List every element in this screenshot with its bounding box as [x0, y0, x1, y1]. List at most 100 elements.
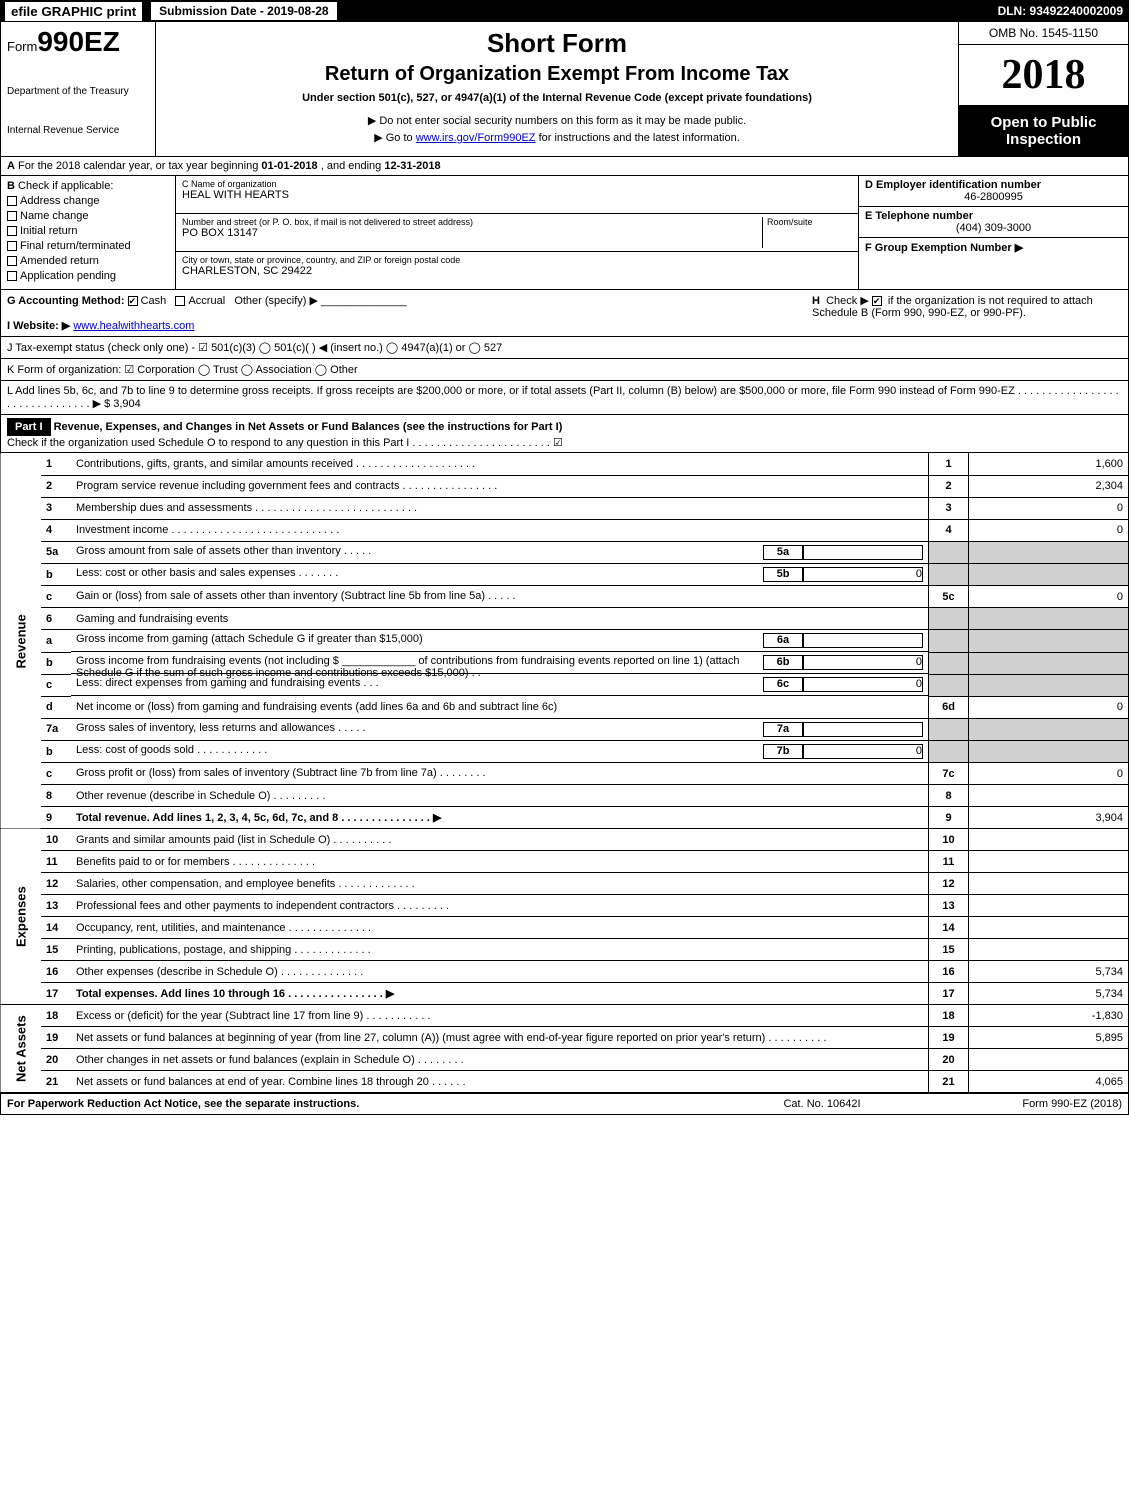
line-10-val: [969, 829, 1129, 851]
line-12-num: 12: [41, 873, 71, 895]
chk-address-change[interactable]: Address change: [7, 195, 169, 207]
chk-accrual[interactable]: [175, 296, 185, 306]
line-5c-num: c: [41, 586, 71, 608]
line-14-desc: Occupancy, rent, utilities, and maintena…: [71, 917, 929, 939]
table-row: 17Total expenses. Add lines 10 through 1…: [1, 983, 1129, 1005]
irs-label: Internal Revenue Service: [7, 125, 149, 136]
table-row: 19Net assets or fund balances at beginni…: [1, 1027, 1129, 1049]
submission-date: Submission Date - 2019-08-28: [151, 2, 336, 20]
table-row: b Gross income from fundraising events (…: [1, 652, 1129, 674]
line-5a-desc: Gross amount from sale of assets other t…: [76, 545, 763, 560]
expenses-side-label: Expenses: [1, 829, 42, 1005]
paperwork-notice: For Paperwork Reduction Act Notice, see …: [7, 1098, 722, 1110]
line-l-text: L Add lines 5b, 6c, and 7b to line 9 to …: [7, 385, 1119, 410]
line-6d-desc: Net income or (loss) from gaming and fun…: [71, 696, 929, 718]
chk-schedule-b[interactable]: [872, 296, 882, 306]
cat-no: Cat. No. 10642I: [722, 1098, 922, 1110]
chk-application-pending[interactable]: Application pending: [7, 270, 169, 282]
line-13-val: [969, 895, 1129, 917]
table-row: 9 Total revenue. Add lines 1, 2, 3, 4, 5…: [1, 807, 1129, 829]
chk-final-return-label: Final return/terminated: [20, 240, 131, 252]
line-7b-ln-grey: [929, 741, 969, 763]
col-b: B Check if applicable: Address change Na…: [1, 176, 176, 289]
section-bcdef: B Check if applicable: Address change Na…: [0, 176, 1129, 290]
group-exempt-cell: F Group Exemption Number ▶: [859, 238, 1128, 257]
chk-initial-return[interactable]: Initial return: [7, 225, 169, 237]
department-treasury: Department of the Treasury: [7, 86, 149, 97]
chk-cash[interactable]: [128, 296, 138, 306]
col-def: D Employer identification number 46-2800…: [858, 176, 1128, 289]
tax-year: 2018: [959, 45, 1128, 106]
line-5b-ln-grey: [929, 564, 969, 586]
line-6-ln-grey: [929, 608, 969, 630]
line-6a-sv: [803, 633, 923, 648]
line-6-desc: Gaming and fundraising events: [71, 608, 929, 630]
table-row: 3 Membership dues and assessments . . . …: [1, 497, 1129, 519]
line-15-ln: 15: [929, 939, 969, 961]
line-20-val: [969, 1049, 1129, 1071]
line-16-num: 16: [41, 961, 71, 983]
phone-value: (404) 309-3000: [865, 222, 1122, 234]
tax-year-begin: 01-01-2018: [261, 160, 317, 172]
city-label: City or town, state or province, country…: [182, 255, 852, 265]
table-row: b Less: cost or other basis and sales ex…: [1, 564, 1129, 586]
line-8-desc: Other revenue (describe in Schedule O) .…: [71, 785, 929, 807]
line-4-desc: Investment income . . . . . . . . . . . …: [71, 519, 929, 541]
line-18-desc: Excess or (deficit) for the year (Subtra…: [71, 1005, 929, 1027]
line-7a-num: 7a: [41, 718, 71, 741]
city-row: City or town, state or province, country…: [176, 252, 858, 289]
table-row: c Gain or (loss) from sale of assets oth…: [1, 586, 1129, 608]
line-5c-ln: 5c: [929, 586, 969, 608]
line-6d-ln: 6d: [929, 696, 969, 718]
line-11-val: [969, 851, 1129, 873]
line-5b-val-grey: [969, 564, 1129, 586]
line-5c-val: 0: [969, 586, 1129, 608]
line-h-prefix: H: [812, 295, 820, 307]
part1-title: Revenue, Expenses, and Changes in Net As…: [54, 421, 563, 433]
line-5a-sn: 5a: [763, 545, 803, 560]
line-7a-sn: 7a: [763, 722, 803, 737]
line-6b-sv: 0: [803, 655, 923, 670]
addr-value: PO BOX 13147: [182, 227, 762, 239]
goto-note: ▶ Go to www.irs.gov/Form990EZ for instru…: [162, 131, 952, 144]
col-b-label: Check if applicable:: [18, 180, 113, 192]
chk-name-change[interactable]: Name change: [7, 210, 169, 222]
goto-post: for instructions and the latest informat…: [536, 132, 740, 144]
chk-amended-return[interactable]: Amended return: [7, 255, 169, 267]
line-17-ln: 17: [929, 983, 969, 1005]
line-8-val: [969, 785, 1129, 807]
line-1-ln: 1: [929, 453, 969, 475]
line-14-num: 14: [41, 917, 71, 939]
subtitle: Under section 501(c), 527, or 4947(a)(1)…: [162, 92, 952, 104]
line-6b-desc: Gross income from fundraising events (no…: [76, 655, 763, 670]
line-5a-num: 5a: [41, 541, 71, 564]
line-17-val: 5,734: [969, 983, 1129, 1005]
line-6c-desc: Less: direct expenses from gaming and fu…: [76, 677, 763, 692]
line-h-text1: Check ▶: [826, 295, 869, 307]
omb-number: OMB No. 1545-1150: [959, 22, 1128, 45]
chk-amended-return-label: Amended return: [20, 255, 99, 267]
table-row: d Net income or (loss) from gaming and f…: [1, 696, 1129, 718]
line-14-val: [969, 917, 1129, 939]
line-10-desc: Grants and similar amounts paid (list in…: [71, 829, 929, 851]
line-1-num: 1: [41, 453, 71, 475]
chk-final-return[interactable]: Final return/terminated: [7, 240, 169, 252]
table-row: 6 Gaming and fundraising events: [1, 608, 1129, 630]
website-link[interactable]: www.healwithhearts.com: [73, 320, 194, 332]
line-6c-num: c: [41, 674, 71, 696]
irs-link[interactable]: www.irs.gov/Form990EZ: [416, 132, 536, 144]
table-row: 21Net assets or fund balances at end of …: [1, 1071, 1129, 1093]
table-row: Expenses 10 Grants and similar amounts p…: [1, 829, 1129, 851]
line-7a-val-grey: [969, 718, 1129, 741]
line-l: L Add lines 5b, 6c, and 7b to line 9 to …: [0, 381, 1129, 415]
short-form-title: Short Form: [162, 28, 952, 59]
line-g-label: G Accounting Method:: [7, 295, 125, 307]
line-13-desc: Professional fees and other payments to …: [71, 895, 929, 917]
line-2-num: 2: [41, 475, 71, 497]
line-3-ln: 3: [929, 497, 969, 519]
line-6b-num: b: [41, 652, 71, 674]
line-7c-num: c: [41, 763, 71, 785]
efile-print-button[interactable]: efile GRAPHIC print: [4, 1, 143, 22]
line-4-val: 0: [969, 519, 1129, 541]
line-9-val: 3,904: [969, 807, 1129, 829]
